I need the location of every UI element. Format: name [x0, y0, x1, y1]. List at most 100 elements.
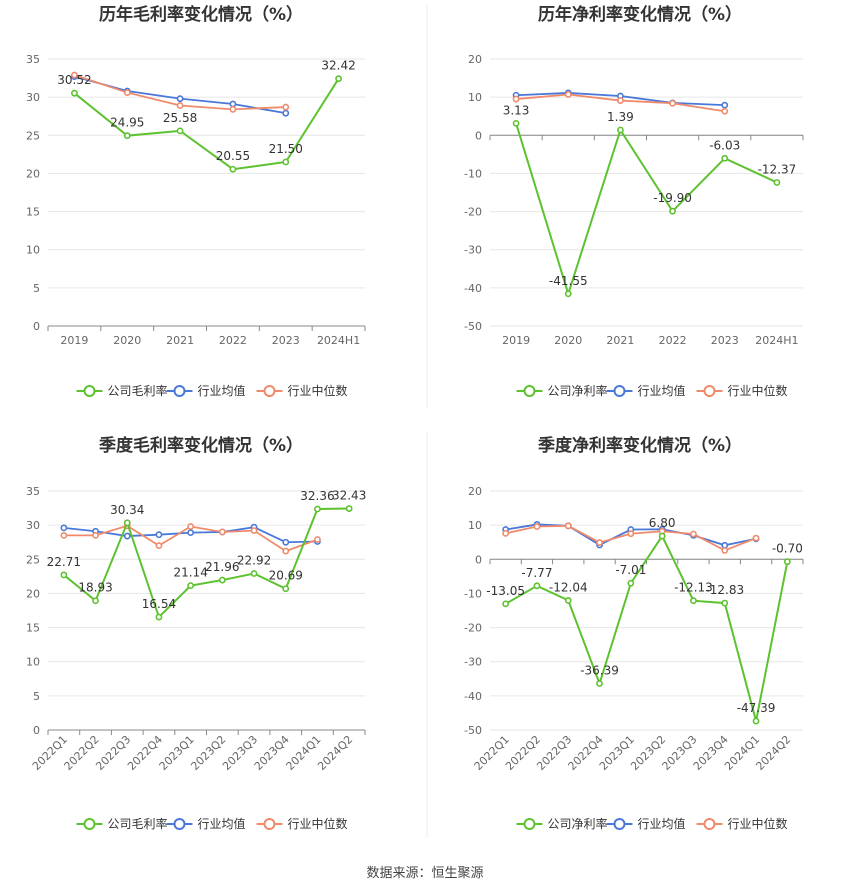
data-point-industry_avg — [282, 538, 290, 546]
data-point-company — [229, 165, 237, 173]
legend-item-industry_median: 行业中位数 — [696, 816, 788, 831]
x-tick-label: 2021 — [166, 334, 194, 347]
legend-label: 行业中位数 — [728, 816, 788, 831]
data-point-industry_median — [282, 547, 290, 555]
data-label: 1.39 — [607, 110, 634, 124]
chart-title: 历年净利率变化情况（%） — [538, 4, 742, 25]
y-tick-label: 20 — [468, 53, 482, 66]
data-point-company — [721, 599, 729, 607]
data-label: -7.77 — [521, 566, 552, 580]
data-point-company — [335, 75, 342, 83]
y-tick-label: 0 — [475, 553, 482, 566]
legend-label: 行业均值 — [638, 383, 686, 398]
data-point-company — [71, 89, 78, 97]
legend-item-company: 公司毛利率 — [76, 816, 168, 831]
legend-swatch-marker — [613, 818, 626, 830]
y-tick-label: 35 — [26, 485, 40, 498]
legend-swatch-marker — [523, 818, 536, 830]
data-label: 30.34 — [110, 503, 144, 517]
y-tick-label: 0 — [475, 129, 482, 142]
legend-label: 行业中位数 — [288, 383, 348, 398]
data-point-industry_median — [752, 534, 760, 542]
data-label: 21.96 — [205, 560, 239, 574]
data-point-industry_avg — [229, 100, 237, 108]
y-tick-label: 5 — [33, 282, 40, 295]
legend-swatch-marker — [173, 818, 186, 830]
x-tick-label: 2024H1 — [755, 334, 798, 347]
data-point-company — [773, 179, 781, 186]
data-point-industry_median — [60, 531, 68, 539]
data-point-company — [187, 582, 195, 590]
data-point-company — [345, 505, 353, 512]
y-tick-label: 10 — [26, 244, 40, 257]
y-tick-label: 25 — [26, 553, 40, 566]
data-point-industry_avg — [155, 531, 163, 539]
legend-swatch-marker — [173, 385, 186, 397]
data-point-company — [512, 119, 520, 127]
data-point-company — [533, 582, 541, 590]
data-point-company — [123, 519, 131, 527]
data-point-industry_median — [176, 102, 184, 109]
data-point-industry_median — [533, 523, 541, 530]
series-line-company — [63, 507, 350, 619]
x-tick-label: 2022 — [659, 334, 687, 347]
legend-label: 公司毛利率 — [108, 816, 168, 831]
legend-item-industry_avg: 行业均值 — [606, 816, 686, 831]
y-tick-label: 20 — [26, 167, 40, 180]
data-point-company — [564, 290, 572, 298]
y-tick-label: 30 — [26, 91, 40, 104]
y-tick-label: 0 — [33, 724, 40, 737]
data-point-company — [282, 585, 290, 593]
legend-swatch-marker — [523, 385, 536, 397]
legend-item-industry_median: 行业中位数 — [256, 383, 348, 398]
data-label: -12.04 — [549, 580, 588, 594]
y-tick-label: 10 — [468, 91, 482, 104]
legend-label: 公司净利率 — [548, 383, 608, 398]
legend-swatch-marker — [703, 385, 716, 397]
legend-item-industry_median: 行业中位数 — [696, 383, 788, 398]
data-label: -12.37 — [758, 162, 797, 176]
data-point-company — [250, 570, 258, 577]
y-tick-label: -10 — [464, 587, 482, 600]
data-label: 21.14 — [173, 566, 207, 580]
data-label: 6.80 — [649, 516, 676, 530]
x-tick-label: 2019 — [60, 334, 88, 347]
y-tick-label: -40 — [464, 282, 482, 295]
data-point-company — [218, 576, 226, 584]
data-label: 22.92 — [237, 553, 271, 567]
data-point-company — [690, 597, 697, 605]
legend-item-industry_avg: 行业均值 — [606, 383, 686, 398]
legend-swatch-marker — [83, 385, 96, 397]
data-label: 24.95 — [110, 116, 144, 130]
y-tick-label: 5 — [33, 690, 40, 703]
chart-title: 季度毛利率变化情况（%） — [99, 435, 303, 456]
data-point-industry_avg — [60, 524, 68, 532]
legend-item-company: 公司毛利率 — [76, 383, 168, 398]
data-point-company — [155, 613, 163, 621]
y-tick-label: -30 — [464, 244, 482, 257]
y-tick-label: 10 — [26, 656, 40, 669]
x-tick-label: 2024Q2 — [753, 733, 793, 773]
data-point-industry_median — [690, 530, 697, 538]
data-label: 18.93 — [78, 581, 112, 595]
data-label: -19.90 — [653, 191, 692, 205]
y-tick-label: -50 — [464, 724, 482, 737]
data-point-company — [617, 126, 624, 134]
y-tick-label: 15 — [26, 206, 40, 219]
data-point-company — [596, 680, 603, 687]
chart-title: 历年毛利率变化情况（%） — [99, 4, 303, 25]
y-tick-label: 10 — [468, 519, 482, 532]
x-tick-label: 2024H1 — [317, 334, 360, 347]
data-label: 22.71 — [47, 555, 81, 569]
data-point-company — [60, 571, 68, 579]
data-label: -7.01 — [615, 563, 646, 577]
data-point-industry_median — [71, 71, 78, 79]
data-point-company — [282, 158, 290, 166]
data-label: -47.39 — [737, 701, 776, 715]
y-tick-label: -40 — [464, 690, 482, 703]
data-label: 32.36 — [300, 489, 334, 503]
legend-swatch-marker — [703, 818, 716, 830]
data-point-company — [669, 207, 676, 215]
data-point-industry_median — [92, 531, 99, 539]
data-point-industry_median — [187, 523, 195, 530]
